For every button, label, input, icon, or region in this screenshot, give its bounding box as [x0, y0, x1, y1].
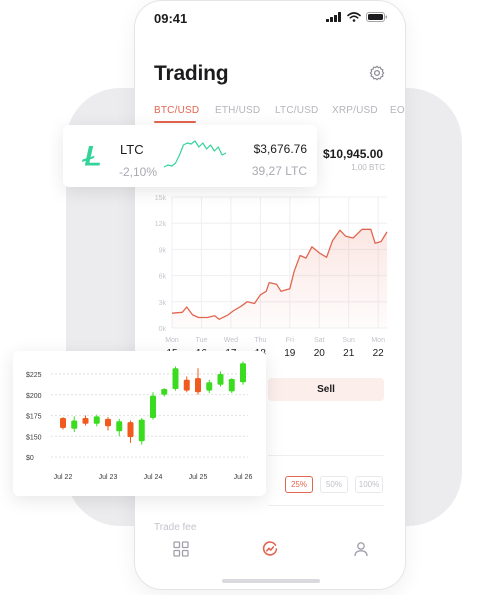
pct-50-button[interactable]: 50% — [320, 476, 348, 493]
tab-ltc-usd[interactable]: LTC/USD — [275, 105, 319, 116]
y-tick-label: 6k — [159, 274, 167, 281]
x-tick-day: 20 — [314, 348, 326, 359]
fee-divider — [268, 505, 384, 506]
phone-frame: 09:41 Trading BTC/USD ETH/USD LTC/USD XR… — [134, 0, 406, 590]
x-tick-day-name: Fri — [286, 337, 295, 344]
candle-x-tick-label: Jul 23 — [99, 474, 118, 481]
candle-body — [217, 374, 224, 385]
candle-x-tick-label: Jul 26 — [234, 474, 253, 481]
ltc-change: -2,10% — [119, 165, 158, 179]
battery-icon — [366, 12, 388, 22]
pair-tabs: BTC/USD ETH/USD LTC/USD XRP/USD EOS — [154, 105, 405, 125]
wifi-icon — [347, 12, 361, 22]
candle-x-tick-label: Jul 22 — [54, 474, 73, 481]
candlestick-chart: $225 $200 $175 $150 $0 Jul 22 Jul 23 Jul 24 Jul … — [26, 361, 253, 481]
candle-body — [105, 418, 111, 427]
y-tick-label: 3k — [159, 300, 167, 307]
trade-fee-label: Trade fee — [154, 522, 197, 533]
litecoin-logo-icon — [82, 146, 100, 166]
sparkline-path — [163, 140, 227, 168]
candle-y-tick-label: $0 — [26, 455, 34, 462]
candle-body — [161, 388, 168, 395]
candle-body — [150, 395, 156, 418]
candle-y-tick-label: $225 — [26, 372, 42, 379]
btc-amount: 1,00 BTC — [351, 163, 385, 172]
price-line — [171, 228, 388, 320]
status-icons — [326, 12, 388, 22]
candle-body — [172, 368, 179, 389]
pct-25-button[interactable]: 25% — [285, 476, 313, 493]
page-title: Trading — [154, 62, 229, 85]
candle-body — [183, 379, 190, 391]
candle-x-tick-label: Jul 24 — [144, 474, 163, 481]
candle-y-tick-label: $175 — [26, 414, 42, 421]
candle-body — [127, 422, 134, 438]
tab-eth-usd[interactable]: ETH/USD — [215, 105, 261, 116]
candlestick-card: $225 $200 $175 $150 $0 Jul 22 Jul 23 Jul 24 Jul … — [13, 351, 266, 496]
bottom-nav — [135, 531, 405, 571]
candle-body — [116, 421, 123, 432]
percentage-selector: 25% 50% 100% — [285, 476, 383, 493]
x-tick-day-name: Sun — [342, 337, 355, 344]
x-tick-day: 22 — [373, 348, 385, 359]
candle-body — [71, 420, 78, 429]
x-tick-day-name: Thu — [254, 337, 266, 344]
x-tick-day-name: Mon — [165, 337, 179, 344]
ltc-ticker-card[interactable]: LTC -2,10% $3,676.76 39,27 LTC — [63, 125, 317, 187]
x-tick-day: 21 — [343, 348, 355, 359]
ltc-sparkline — [163, 140, 227, 168]
active-tab-indicator — [154, 121, 196, 123]
ltc-volume: 39,27 LTC — [251, 164, 307, 178]
tab-btc-usd[interactable]: BTC/USD — [154, 105, 200, 116]
candle-body — [206, 382, 213, 391]
gear-icon[interactable] — [369, 65, 385, 81]
ltc-price: $3,676.76 — [253, 142, 307, 156]
grid-icon[interactable] — [173, 541, 189, 557]
y-tick-label: 15k — [155, 195, 167, 202]
status-time: 09:41 — [154, 11, 188, 26]
x-tick-day-name: Wed — [224, 337, 238, 344]
candle-body — [240, 363, 246, 383]
pct-100-button[interactable]: 100% — [355, 476, 383, 493]
x-tick-day-name: Sat — [314, 337, 325, 344]
candle-y-tick-label: $150 — [26, 434, 42, 441]
candle-body — [60, 417, 66, 428]
home-indicator — [222, 579, 320, 583]
candle-y-tick-label: $200 — [26, 393, 42, 400]
x-tick-day: 19 — [284, 348, 296, 359]
candle-body — [138, 419, 145, 442]
candle-body — [195, 378, 201, 393]
candle-body — [82, 417, 89, 424]
x-tick-day-name: Tue — [196, 337, 208, 344]
y-tick-label: 9k — [159, 247, 167, 254]
tab-eos[interactable]: EOS — [390, 105, 405, 116]
ltc-name: LTC — [120, 142, 144, 157]
y-tick-label: 12k — [155, 221, 167, 228]
tab-xrp-usd[interactable]: XRP/USD — [332, 105, 378, 116]
candle-body — [93, 416, 100, 424]
candle-body — [228, 378, 235, 392]
sell-button[interactable]: Sell — [268, 378, 384, 401]
trading-icon[interactable] — [262, 541, 278, 557]
y-tick-label: 0k — [159, 326, 167, 333]
order-divider — [268, 455, 384, 456]
signal-icon — [326, 12, 341, 22]
user-icon[interactable] — [353, 541, 369, 557]
candle-x-tick-label: Jul 25 — [189, 474, 208, 481]
price-area-fill — [172, 229, 387, 328]
price-area-chart: 0k3k6k9k12k15kMon15Tue16Wed17Thu18Fri19S… — [155, 195, 388, 359]
btc-price: $10,945.00 — [323, 147, 384, 161]
x-tick-day-name: Mon — [371, 337, 385, 344]
